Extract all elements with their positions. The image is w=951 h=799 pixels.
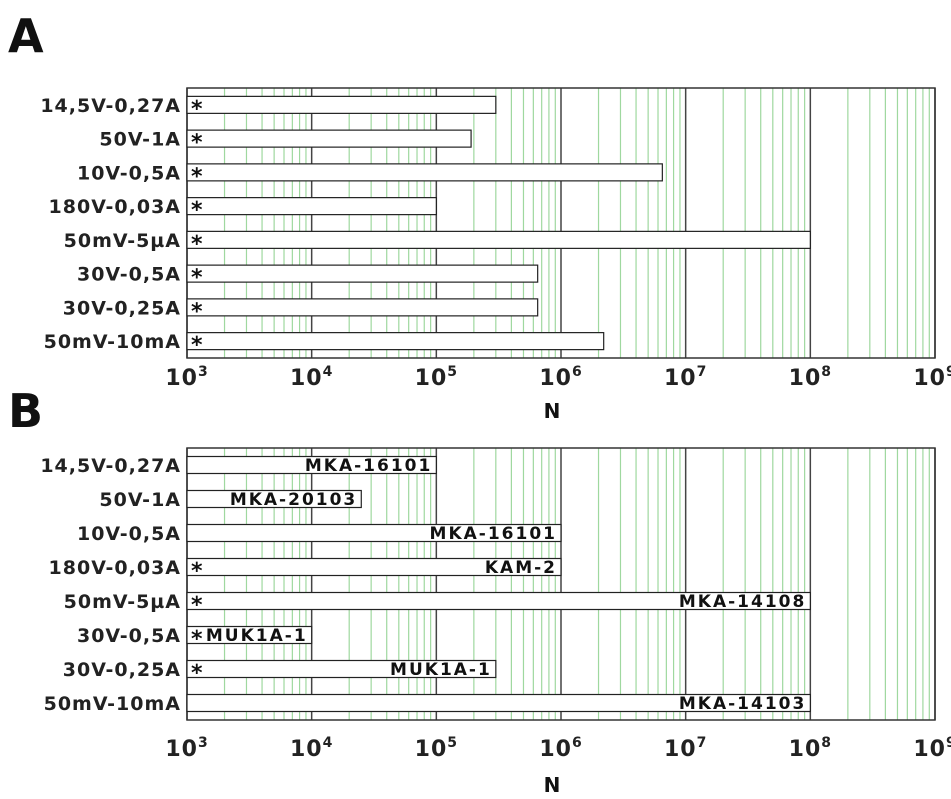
bar xyxy=(186,95,497,114)
significance-marker: * xyxy=(191,627,203,652)
x-tick-label: 109 xyxy=(913,735,951,762)
x-tick-label: 108 xyxy=(789,364,832,391)
bar xyxy=(186,332,605,351)
x-tick-label: 106 xyxy=(539,735,582,762)
bar xyxy=(186,625,313,645)
bar-annotation: MKA-16101 xyxy=(430,524,557,544)
x-tick-label: 107 xyxy=(664,364,707,391)
significance-marker: * xyxy=(191,131,203,156)
bar xyxy=(186,693,811,713)
bar xyxy=(186,230,811,249)
significance-marker: * xyxy=(191,164,203,189)
category-label: 10V-0,5A xyxy=(77,162,181,184)
significance-marker: * xyxy=(191,559,203,584)
category-label: 30V-0,5A xyxy=(77,625,181,647)
x-axis-title: N xyxy=(544,399,561,423)
x-tick-label: 106 xyxy=(539,364,582,391)
category-label: 14,5V-0,27A xyxy=(40,95,181,117)
category-label: 50V-1A xyxy=(99,129,181,151)
category-label: 180V-0,03A xyxy=(49,557,181,579)
x-tick-label: 105 xyxy=(415,735,458,762)
bar xyxy=(186,455,437,475)
bar xyxy=(186,523,562,543)
bar-annotation: MKA-14108 xyxy=(679,592,806,612)
x-tick-label: 107 xyxy=(664,735,707,762)
category-label: 50V-1A xyxy=(99,489,181,511)
category-label: 30V-0,5A xyxy=(77,264,181,286)
bar-annotation: KAM-2 xyxy=(485,558,557,578)
bar xyxy=(186,264,539,283)
bar xyxy=(186,489,362,509)
bar-annotation: MUK1A-1 xyxy=(390,660,492,680)
x-tick-label: 104 xyxy=(290,735,333,762)
bar-annotation: MKA-14103 xyxy=(679,694,806,714)
plot-frame xyxy=(186,87,936,359)
x-axis-title: N xyxy=(544,773,561,797)
plot-frame xyxy=(186,447,936,721)
category-label: 50mV-5µA xyxy=(64,230,181,252)
significance-marker: * xyxy=(191,198,203,223)
bar xyxy=(186,197,437,216)
category-label: 50mV-5µA xyxy=(64,591,181,613)
bar xyxy=(186,659,497,679)
x-tick-label: 105 xyxy=(415,364,458,391)
category-label: 50mV-10mA xyxy=(44,331,181,353)
category-label: 30V-0,25A xyxy=(63,297,181,319)
bar xyxy=(186,129,472,148)
panel-a: A 14,5V-0,27A * 50V-1A * 10V-0,5A * 180V-0,03A *… xyxy=(8,9,951,423)
x-tick-label: 103 xyxy=(165,735,208,762)
x-tick-label: 108 xyxy=(789,735,832,762)
bar-annotation: MKA-16101 xyxy=(305,456,432,476)
bar-annotation: MKA-20103 xyxy=(230,490,357,510)
category-label: 30V-0,25A xyxy=(63,659,181,681)
category-label: 180V-0,03A xyxy=(49,196,181,218)
bar-annotation: MUK1A-1 xyxy=(206,626,308,646)
significance-marker: * xyxy=(191,232,203,257)
panel-letter: A xyxy=(8,9,44,63)
x-tick-label: 109 xyxy=(913,364,951,391)
bar xyxy=(186,298,539,317)
significance-marker: * xyxy=(191,333,203,358)
significance-marker: * xyxy=(191,299,203,324)
significance-marker: * xyxy=(191,661,203,686)
x-tick-label: 104 xyxy=(290,364,333,391)
bar xyxy=(186,591,811,611)
significance-marker: * xyxy=(191,593,203,618)
bar xyxy=(186,163,663,182)
category-label: 10V-0,5A xyxy=(77,523,181,545)
panel-letter: B xyxy=(8,384,43,438)
x-tick-label: 103 xyxy=(165,364,208,391)
bar xyxy=(186,557,562,577)
significance-marker: * xyxy=(191,266,203,291)
category-label: 50mV-10mA xyxy=(44,693,181,715)
significance-marker: * xyxy=(191,97,203,122)
category-label: 14,5V-0,27A xyxy=(40,455,181,477)
panel-b: B 14,5V-0,27A MKA-16101 50V-1A MKA-20103 10V-… xyxy=(8,384,951,797)
